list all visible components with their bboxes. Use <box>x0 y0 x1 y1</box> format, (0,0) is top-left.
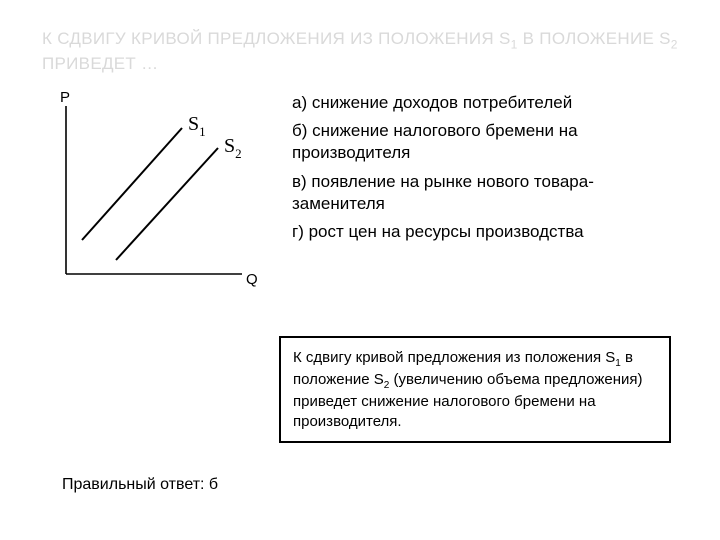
explain-part1: К сдвигу кривой предложения из положения… <box>293 349 615 366</box>
content-row: P Q S1 S2 а) снижение доходов потребител… <box>42 90 678 290</box>
answer-options: а) снижение доходов потребителей б) сниж… <box>292 90 678 251</box>
option-a: а) снижение доходов потребителей <box>292 92 678 114</box>
title-sub1: 1 <box>511 37 518 51</box>
s2-label-sub: 2 <box>235 146 242 161</box>
supply-chart: P Q S1 S2 <box>42 90 274 290</box>
title-part1: К СДВИГУ КРИВОЙ ПРЕДЛОЖЕНИЯ ИЗ ПОЛОЖЕНИЯ… <box>42 29 511 48</box>
y-axis-label: P <box>60 90 70 106</box>
curve-s2 <box>116 148 218 260</box>
option-b: б) снижение налогового бремени на произв… <box>292 120 678 164</box>
curve-s2-label: S2 <box>224 135 242 161</box>
slide: К СДВИГУ КРИВОЙ ПРЕДЛОЖЕНИЯ ИЗ ПОЛОЖЕНИЯ… <box>0 0 720 540</box>
explanation-box: К сдвигу кривой предложения из положения… <box>279 336 671 443</box>
s1-label-sub: 1 <box>199 124 206 139</box>
correct-answer: Правильный ответ: б <box>62 476 218 494</box>
curve-s1-label: S1 <box>188 113 206 139</box>
curve-s1 <box>82 128 182 240</box>
option-g: г) рост цен на ресурсы производства <box>292 221 678 243</box>
option-v: в) появление на рынке нового товара-заме… <box>292 171 678 215</box>
x-axis-label: Q <box>246 271 258 288</box>
slide-title: К СДВИГУ КРИВОЙ ПРЕДЛОЖЕНИЯ ИЗ ПОЛОЖЕНИЯ… <box>42 28 678 76</box>
title-sub2: 2 <box>671 37 678 51</box>
title-part3: ПРИВЕДЕТ … <box>42 54 158 73</box>
chart-svg: P Q S1 S2 <box>42 90 274 290</box>
s1-label-main: S <box>188 113 199 135</box>
title-part2: В ПОЛОЖЕНИЕ S <box>518 29 671 48</box>
s2-label-main: S <box>224 135 235 157</box>
